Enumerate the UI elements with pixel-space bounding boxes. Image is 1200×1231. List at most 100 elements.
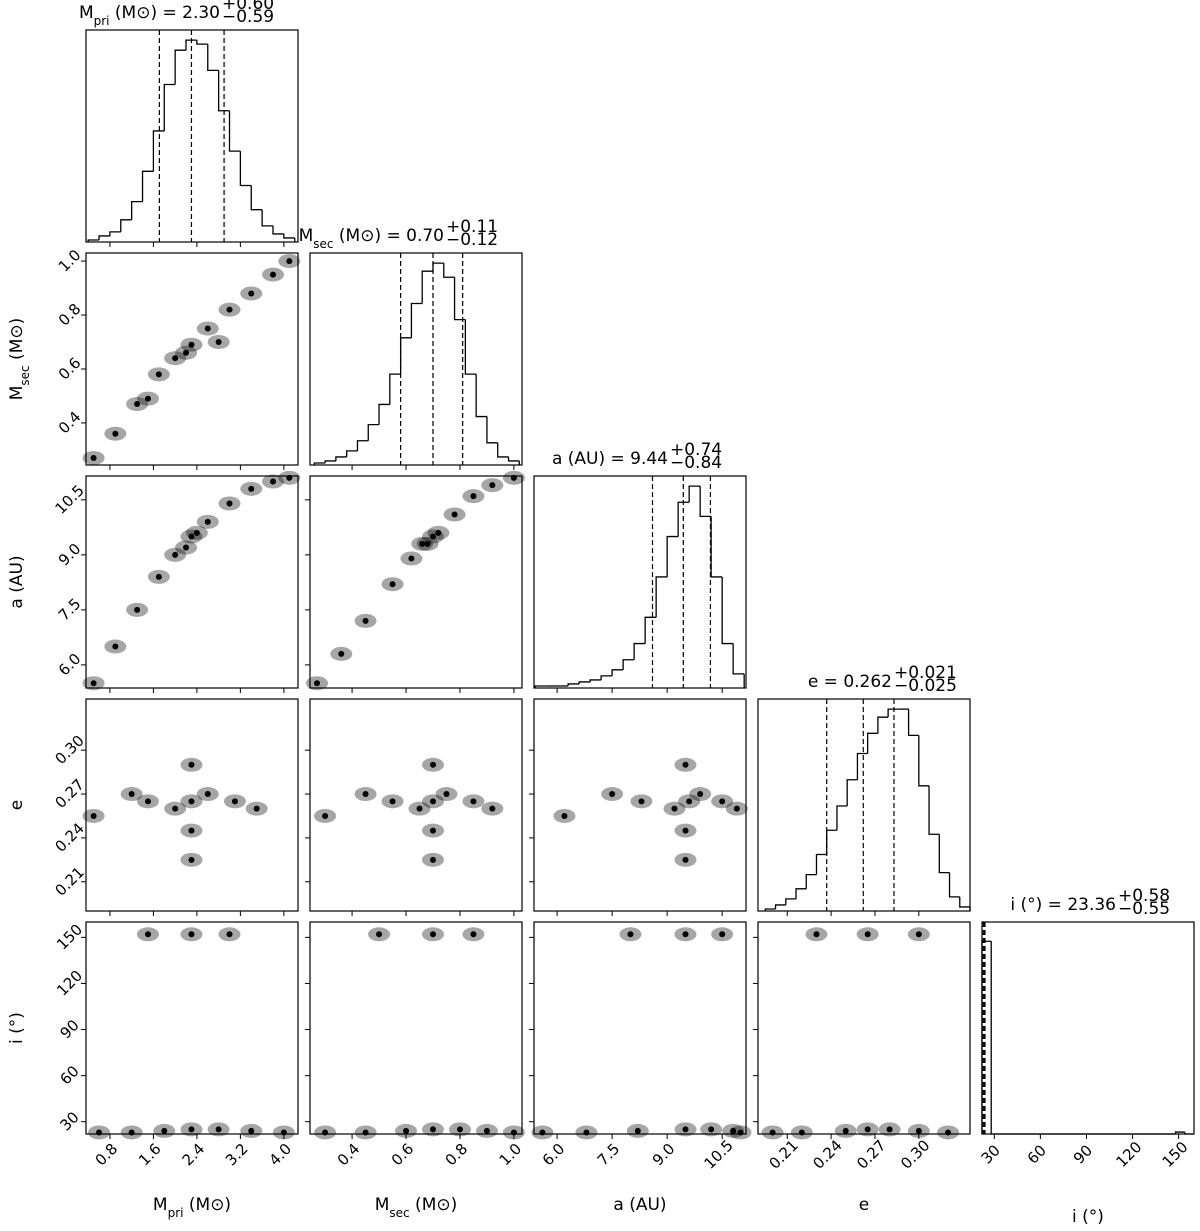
sample-point [204, 791, 211, 798]
x-tick-label: 6.0 [539, 1140, 569, 1170]
histogram-step [378, 403, 390, 425]
sample-point [314, 680, 321, 687]
sample-point [456, 1126, 463, 1133]
sample-point [416, 805, 423, 812]
panel-frame [309, 252, 523, 466]
y-axis-label: Msec (M⊙) [7, 318, 32, 401]
sample-point [583, 1129, 590, 1136]
sample-point [737, 1129, 744, 1136]
histogram-step [324, 460, 336, 463]
sample-point [128, 791, 135, 798]
sample-point [429, 931, 436, 938]
sample-point [188, 931, 195, 938]
sample-point [90, 680, 97, 687]
histogram-step [578, 681, 591, 684]
histogram-step [283, 233, 295, 239]
sample-point [671, 805, 678, 812]
histogram-step [877, 716, 889, 734]
histogram-step [644, 616, 657, 644]
x-tick-label: 30 [978, 1141, 1004, 1167]
panel-frame [757, 921, 971, 1135]
y-tick-label: 9.0 [55, 540, 85, 570]
y-tick-label: 0.24 [51, 819, 87, 855]
x-axis-label: e [859, 1195, 869, 1215]
histogram-step [185, 39, 197, 51]
histogram-step [486, 416, 498, 444]
panel-frame [85, 475, 299, 689]
y-tick-label: 0.30 [51, 732, 87, 768]
text-part: a (AU) [7, 555, 27, 608]
sample-point [842, 1127, 849, 1134]
sample-point [719, 798, 726, 805]
sample-point [96, 1129, 103, 1136]
sample-point [183, 349, 190, 356]
histogram-step [856, 752, 868, 780]
sample-point [193, 529, 200, 536]
histogram-step [497, 442, 509, 458]
x-tick-label: 0.24 [809, 1136, 845, 1172]
text-part: e [859, 1195, 869, 1215]
sample-point [286, 474, 293, 481]
y-tick-label: 150 [53, 921, 86, 954]
title-plus: +0.021 [894, 663, 957, 683]
histogram-step [228, 110, 241, 152]
panel-frame [757, 698, 971, 912]
x-axis-label: Msec (M⊙) [375, 1195, 458, 1220]
text-part: a (AU) [613, 1195, 666, 1215]
x-axis-label: a (AU) [613, 1195, 666, 1215]
sample-point [172, 551, 179, 558]
histogram-step [677, 501, 690, 537]
sample-point [362, 791, 369, 798]
histogram-step [600, 675, 613, 680]
sample-point [188, 827, 195, 834]
sample-point [470, 931, 477, 938]
sample-point [609, 791, 616, 798]
histogram-step [464, 319, 477, 375]
x-tick-label: 10.5 [700, 1136, 736, 1172]
histogram-step [196, 40, 208, 45]
panel-frame [533, 698, 747, 912]
histogram-step [152, 130, 165, 172]
panel-frame [309, 698, 523, 912]
text-part: a (AU) = 9.44 [552, 449, 668, 469]
x-tick-label: 60 [1024, 1141, 1050, 1167]
sample-point [945, 1129, 952, 1136]
x-axis-label: Mpri (M⊙) [153, 1195, 231, 1220]
text-part: M [79, 3, 94, 23]
sample-point [638, 798, 645, 805]
sample-point [769, 1129, 776, 1136]
histogram-step [567, 683, 580, 686]
histogram-step [918, 735, 930, 787]
sample-point [424, 540, 431, 547]
x-axis-label: i (°) [1072, 1207, 1104, 1227]
histogram-step [836, 805, 848, 831]
x-tick-label: 0.4 [334, 1140, 364, 1170]
histogram-step [655, 576, 668, 618]
sample-point [798, 1129, 805, 1136]
text-part: pri [168, 1206, 184, 1220]
text-part: M [7, 386, 27, 401]
histogram-step [475, 374, 487, 418]
text-part: M [153, 1195, 168, 1215]
histogram-step [443, 263, 455, 278]
sample-point [362, 617, 369, 624]
sample-point [134, 606, 141, 613]
y-axis-label: e [7, 800, 27, 810]
text-part: e = 0.262 [808, 672, 892, 692]
x-tick-label: 0.27 [853, 1136, 889, 1172]
sample-point [188, 856, 195, 863]
histogram-step [633, 642, 646, 660]
y-tick-label: 1.0 [55, 246, 85, 276]
histogram-step [928, 785, 940, 835]
sample-point [248, 485, 255, 492]
sample-point [429, 856, 436, 863]
y-axis-label: a (AU) [7, 555, 27, 608]
sample-point [682, 827, 689, 834]
histogram-step [207, 44, 219, 72]
histogram-step [589, 679, 602, 682]
sample-point [128, 1129, 135, 1136]
histogram-step [453, 277, 466, 321]
sample-point [429, 761, 436, 768]
histogram-step [826, 829, 837, 855]
sample-point [429, 1126, 436, 1133]
